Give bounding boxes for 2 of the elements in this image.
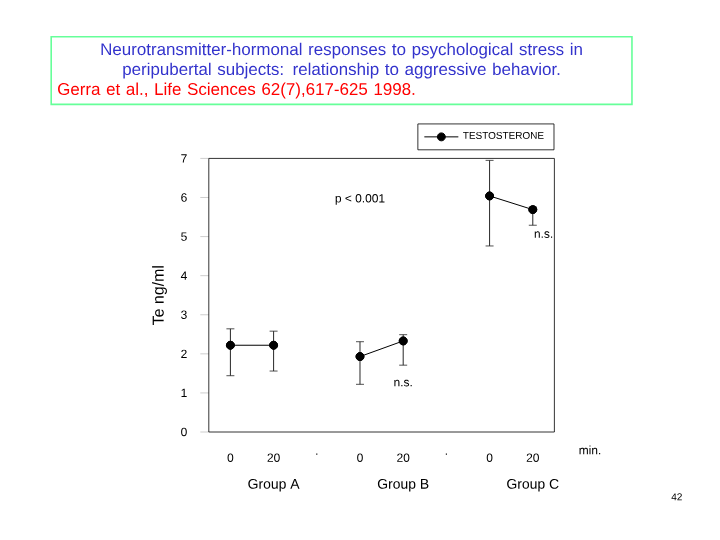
chart-subtitle: Gerra et al., Life Sciences 62(7),617-625 1998. (58, 82, 415, 99)
chart-title: Neurotransmitter-hormonal responses to psychological stress in peripubertal subjects: relationship to aggressive behavior. (101, 42, 582, 79)
